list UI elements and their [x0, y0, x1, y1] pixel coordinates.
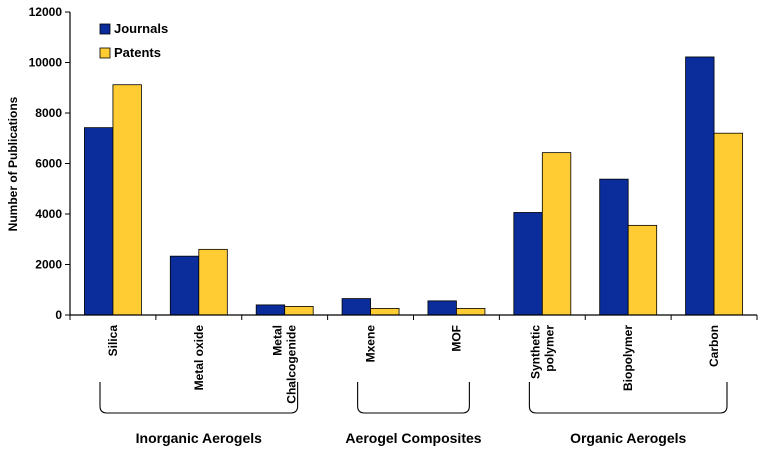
- bar-journals-metal-oxide: [169, 255, 200, 316]
- x-tick-label-line: Silica: [106, 325, 120, 357]
- x-tick-label-line: Biopolymer: [621, 325, 635, 391]
- x-tick-label-line: Synthetic: [528, 325, 542, 379]
- x-tick-label-line: Carbon: [707, 325, 721, 367]
- bar-journals-metal-chalcogenide: [255, 304, 286, 316]
- bar-patents-biopolymer: [627, 224, 658, 316]
- legend-label-journals: Journals: [114, 21, 168, 36]
- bar-journals-biopolymer: [599, 178, 629, 316]
- group-bracket-organic-aerogels: [528, 382, 728, 414]
- bar-patents-synthetic-polymer: [541, 152, 572, 316]
- bar-journals-synthetic-polymer: [513, 212, 543, 316]
- x-tick-label-silica: Silica: [106, 325, 120, 357]
- bar-patents-carbon: [713, 132, 743, 316]
- y-axis-title: Number of Publications: [6, 96, 20, 231]
- bar-journals-mxene: [341, 298, 371, 316]
- bar-journals-silica: [84, 127, 114, 316]
- x-tick-label-line: Chalcogenide: [285, 325, 299, 404]
- x-tick-label-line: Metal oxide: [192, 325, 206, 391]
- x-tick-label-line: MOF: [449, 325, 463, 352]
- group-bracket-aerogel-composites: [357, 382, 470, 414]
- bar-patents-metal-chalcogenide: [284, 306, 314, 316]
- group-brackets-layer: Inorganic Aerogels Aerogel Composites Orga…: [99, 382, 728, 446]
- legend-swatch-journals: [99, 23, 111, 35]
- group-label-inorganic-aerogels: Inorganic Aerogels: [136, 430, 263, 446]
- y-tick-label: 0: [55, 308, 62, 322]
- x-tick-label-metal-chalcogenide: Metal Chalcogenide: [271, 325, 299, 404]
- x-tick-label-synthetic-polymer: Synthetic polymer: [528, 325, 556, 379]
- y-tick-label: 10000: [29, 56, 63, 70]
- x-tick-label-line: Mxene: [364, 325, 378, 363]
- bar-patents-metal-oxide: [198, 248, 228, 316]
- group-label-organic-aerogels: Organic Aerogels: [570, 430, 686, 446]
- y-tick-label: 8000: [35, 106, 62, 120]
- y-tick-label: 2000: [35, 258, 62, 272]
- bars-layer: [84, 56, 743, 316]
- legend: Journals Patents: [99, 21, 168, 60]
- x-labels-layer: Silica Metal oxide Metal Chalcogenide Mxene M…: [106, 325, 721, 404]
- x-tick-label-line: polymer: [542, 325, 556, 372]
- bar-patents-silica: [112, 84, 142, 316]
- y-tick-label: 6000: [35, 157, 62, 171]
- x-tick-label-biopolymer: Biopolymer: [621, 325, 635, 391]
- bar-journals-carbon: [685, 56, 715, 316]
- x-tick-label-metal-oxide: Metal oxide: [192, 325, 206, 391]
- legend-label-patents: Patents: [114, 45, 161, 60]
- x-tick-label-mof: MOF: [449, 325, 463, 352]
- bar-journals-mof: [427, 300, 457, 316]
- group-label-aerogel-composites: Aerogel Composites: [345, 430, 481, 446]
- x-tick-label-mxene: Mxene: [364, 325, 378, 363]
- y-tick-label: 12000: [29, 5, 63, 19]
- bar-patents-mxene: [370, 308, 400, 316]
- group-bracket-inorganic-aerogels: [99, 382, 299, 414]
- x-tick-label-line: Metal: [271, 325, 285, 356]
- y-tick-label: 4000: [35, 207, 62, 221]
- x-tick-label-carbon: Carbon: [707, 325, 721, 367]
- legend-swatch-patents: [99, 47, 111, 59]
- bar-patents-mof: [456, 308, 486, 316]
- y-ticks-layer: 0 2000 4000 6000 8000 10000 12000: [29, 5, 70, 322]
